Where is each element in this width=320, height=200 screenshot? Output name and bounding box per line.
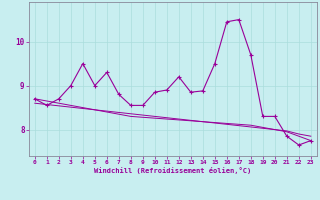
X-axis label: Windchill (Refroidissement éolien,°C): Windchill (Refroidissement éolien,°C) — [94, 167, 252, 174]
